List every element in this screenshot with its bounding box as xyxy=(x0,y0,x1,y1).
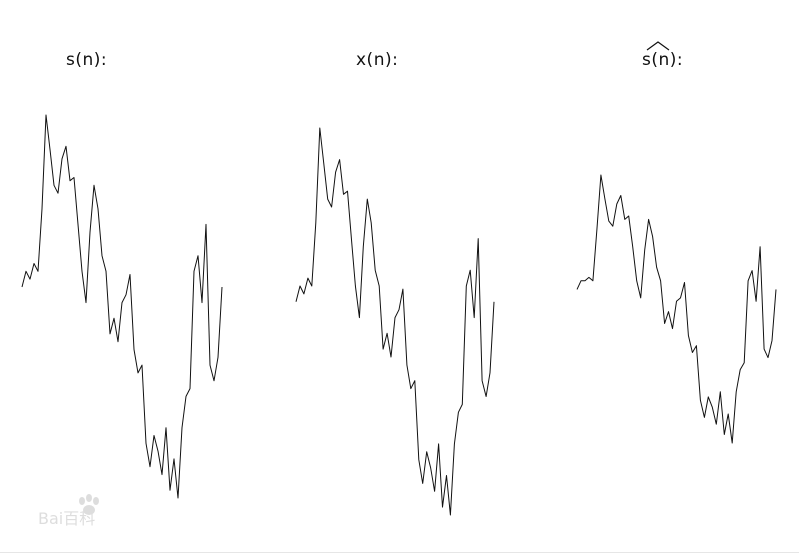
series-line-0 xyxy=(21,114,223,499)
hat-accent-icon xyxy=(646,41,670,51)
bottom-divider xyxy=(0,552,799,553)
series-layer xyxy=(21,114,777,516)
chart-title-x: x(n): xyxy=(356,50,399,70)
series-line-2 xyxy=(576,174,777,444)
series-line-1 xyxy=(295,127,495,516)
chart-title-s: s(n): xyxy=(66,50,108,70)
watermark-logo-icon: Bai百科 xyxy=(38,494,99,528)
chart-title-s-hat: s(n): xyxy=(642,50,684,70)
watermark-text: Bai百科 xyxy=(38,509,95,528)
